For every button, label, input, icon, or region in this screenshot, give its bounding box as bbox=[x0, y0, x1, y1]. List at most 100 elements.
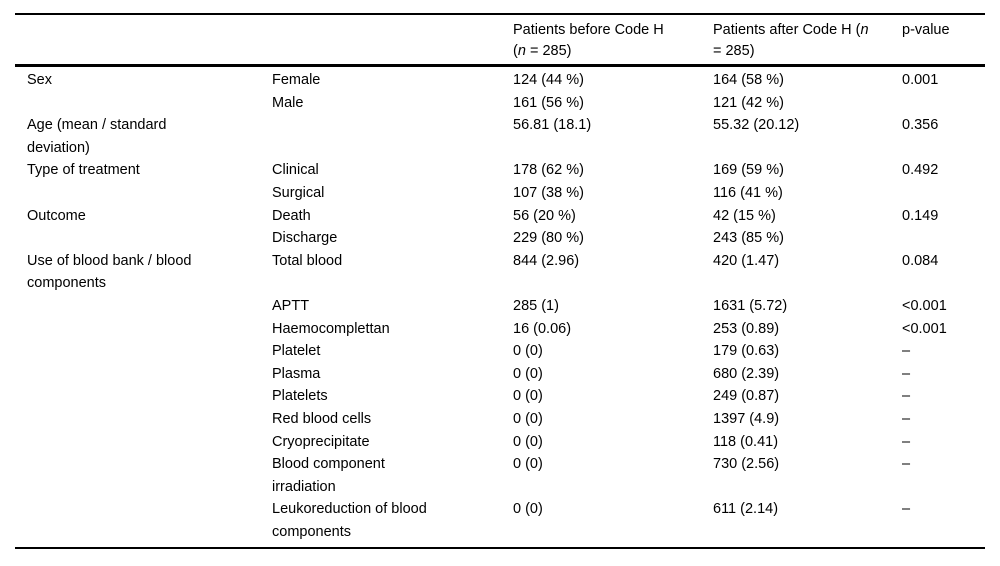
table-row: Use of blood bank / blood components Tot… bbox=[15, 250, 985, 295]
category-cell bbox=[15, 385, 272, 408]
table-container: Patients before Code H (n = 285) Patient… bbox=[15, 13, 985, 550]
after-cell: 118 (0.41) bbox=[713, 433, 779, 450]
table-row: Male 161 (56 %) 121 (42 %) bbox=[15, 92, 985, 115]
table-row: Type of treatment Clinical 178 (62 %) 16… bbox=[15, 159, 985, 182]
header-line-2: (n = 285) bbox=[513, 43, 572, 59]
table-row: Platelet 0 (0) 179 (0.63) – bbox=[15, 340, 985, 363]
item-cell: Plasma bbox=[272, 365, 321, 382]
before-cell: 844 (2.96) bbox=[513, 252, 580, 269]
item-cell: Cryoprecipitate bbox=[272, 433, 370, 450]
pvalue-cell: – bbox=[902, 388, 911, 405]
table-body: Sex Female 124 (44 %) 164 (58 %) 0.001 M… bbox=[15, 66, 985, 549]
category-cell bbox=[15, 318, 272, 341]
pvalue-cell: – bbox=[902, 501, 911, 518]
category-cell bbox=[15, 182, 272, 205]
before-cell: 124 (44 %) bbox=[513, 72, 584, 88]
after-cell: 179 (0.63) bbox=[713, 343, 780, 360]
column-header-before: Patients before Code H (n = 285) bbox=[513, 14, 713, 67]
before-cell: 107 (38 %) bbox=[513, 184, 584, 201]
table-row: Red blood cells 0 (0) 1397 (4.9) – bbox=[15, 408, 985, 431]
category-cell bbox=[15, 363, 272, 386]
after-cell: 121 (42 %) bbox=[713, 94, 784, 111]
table-row: Leukoreduction of blood components 0 (0)… bbox=[15, 498, 985, 548]
category-cell: Use of blood bank / blood components bbox=[27, 252, 192, 292]
table-row: Plasma 0 (0) 680 (2.39) – bbox=[15, 363, 985, 386]
before-cell: 0 (0) bbox=[513, 501, 543, 518]
item-cell: Haemocomplettan bbox=[272, 320, 390, 337]
before-cell: 16 (0.06) bbox=[513, 320, 572, 337]
item-cell: Female bbox=[272, 72, 321, 88]
category-cell bbox=[15, 431, 272, 454]
before-cell: 0 (0) bbox=[513, 388, 543, 405]
before-cell: 178 (62 %) bbox=[513, 162, 584, 179]
header-line-1: Patients after Code H (n bbox=[713, 22, 869, 38]
category-cell bbox=[15, 498, 272, 548]
pvalue-cell: 0.149 bbox=[902, 207, 939, 224]
column-header-category bbox=[15, 14, 272, 67]
before-cell: 0 (0) bbox=[513, 410, 543, 427]
after-cell: 42 (15 %) bbox=[713, 207, 776, 224]
after-cell: 243 (85 %) bbox=[713, 230, 784, 247]
table-row: Age (mean / standard deviation) 56.81 (1… bbox=[15, 114, 985, 159]
after-cell: 730 (2.56) bbox=[713, 456, 780, 473]
before-cell: 229 (80 %) bbox=[513, 230, 584, 247]
item-cell: Surgical bbox=[272, 184, 325, 201]
table-row: Sex Female 124 (44 %) 164 (58 %) 0.001 bbox=[15, 66, 985, 92]
after-cell: 249 (0.87) bbox=[713, 388, 780, 405]
pvalue-cell: 0.001 bbox=[902, 72, 939, 88]
pvalue-cell: – bbox=[902, 433, 911, 450]
pvalue-cell: 0.356 bbox=[902, 117, 939, 134]
after-cell: 55.32 (20.12) bbox=[713, 117, 800, 134]
item-cell bbox=[272, 114, 513, 159]
header-line-1: Patients before Code H bbox=[513, 22, 664, 38]
after-cell: 116 (41 %) bbox=[713, 184, 783, 201]
item-cell: Red blood cells bbox=[272, 410, 372, 427]
item-cell: Death bbox=[272, 207, 311, 224]
pvalue-cell bbox=[902, 227, 985, 250]
after-cell: 611 (2.14) bbox=[713, 501, 779, 518]
table-row: Blood component irradiation 0 (0) 730 (2… bbox=[15, 453, 985, 498]
item-cell: Platelet bbox=[272, 343, 321, 360]
table-row: Surgical 107 (38 %) 116 (41 %) bbox=[15, 182, 985, 205]
pvalue-cell: <0.001 bbox=[902, 297, 947, 314]
item-cell: Platelets bbox=[272, 388, 328, 405]
before-cell: 0 (0) bbox=[513, 456, 543, 473]
pvalue-cell: 0.492 bbox=[902, 162, 939, 179]
category-cell bbox=[15, 408, 272, 431]
table-row: Outcome Death 56 (20 %) 42 (15 %) 0.149 bbox=[15, 205, 985, 228]
item-cell: Total blood bbox=[272, 252, 343, 269]
before-cell: 56.81 (18.1) bbox=[513, 117, 592, 134]
pvalue-cell: <0.001 bbox=[902, 320, 947, 337]
pvalue-cell bbox=[902, 92, 985, 115]
pvalue-cell: – bbox=[902, 343, 911, 360]
after-cell: 253 (0.89) bbox=[713, 320, 780, 337]
item-cell: Discharge bbox=[272, 230, 338, 247]
category-cell: Outcome bbox=[27, 207, 86, 224]
patient-statistics-table: Patients before Code H (n = 285) Patient… bbox=[15, 13, 985, 550]
after-cell: 164 (58 %) bbox=[713, 72, 784, 88]
item-cell: Clinical bbox=[272, 162, 319, 179]
pvalue-cell: 0.084 bbox=[902, 252, 939, 269]
header-row: Patients before Code H (n = 285) Patient… bbox=[15, 14, 985, 67]
category-cell bbox=[15, 453, 272, 498]
table-row: APTT 285 (1) 1631 (5.72) <0.001 bbox=[15, 295, 985, 318]
table-row: Discharge 229 (80 %) 243 (85 %) bbox=[15, 227, 985, 250]
category-cell: Type of treatment bbox=[27, 162, 140, 179]
before-cell: 56 (20 %) bbox=[513, 207, 576, 224]
category-cell bbox=[15, 295, 272, 318]
pvalue-cell: – bbox=[902, 410, 911, 427]
after-cell: 420 (1.47) bbox=[713, 252, 780, 269]
table-row: Haemocomplettan 16 (0.06) 253 (0.89) <0.… bbox=[15, 318, 985, 341]
table-row: Platelets 0 (0) 249 (0.87) – bbox=[15, 385, 985, 408]
pvalue-cell: – bbox=[902, 365, 911, 382]
pvalue-cell: – bbox=[902, 456, 911, 473]
after-cell: 680 (2.39) bbox=[713, 365, 780, 382]
item-cell: APTT bbox=[272, 297, 310, 314]
item-cell: Blood component irradiation bbox=[272, 456, 385, 495]
category-cell: Sex bbox=[27, 72, 52, 88]
category-cell bbox=[15, 340, 272, 363]
category-cell bbox=[15, 227, 272, 250]
item-cell: Leukoreduction of blood components bbox=[272, 501, 427, 540]
column-header-after: Patients after Code H (n = 285) bbox=[713, 14, 902, 67]
